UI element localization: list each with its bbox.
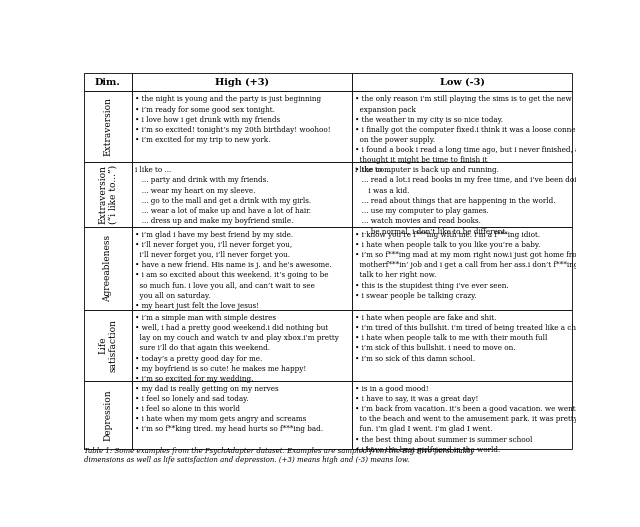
Text: • i’m a simple man with simple desires
• well, i had a pretty good weekend.i did: • i’m a simple man with simple desires •… [134,314,339,383]
Bar [84,227,132,310]
Text: Depression: Depression [103,389,113,441]
Text: • my dad is really getting on my nerves
• i feel so lonely and sad today.
• i fe: • my dad is really getting on my nerves … [134,385,323,433]
Text: • i know you’re f***ing with me. i’m a f***ing idiot.
• i hate when people talk : • i know you’re f***ing with me. i’m a f… [355,231,608,300]
Text: i like to ...
   ... read a lot.i read books in my free time, and i’ve been doin: i like to ... ... read a lot.i read book… [355,167,614,235]
Text: i like to ...
   ... party and drink with my friends.
   ... wear my heart on my: i like to ... ... party and drink with m… [134,167,311,225]
Bar [84,162,132,227]
Text: Agreeableness: Agreeableness [103,235,113,302]
Bar [352,162,572,227]
Text: High (+3): High (+3) [215,78,269,87]
Text: • the only reason i’m still playing the sims is to get the new
  expansion pack
: • the only reason i’m still playing the … [355,95,593,174]
Text: Dim.: Dim. [95,78,121,87]
Bar [132,162,352,227]
Bar [84,73,132,91]
Text: Life
satisfaction: Life satisfaction [98,319,118,372]
Bar [132,91,352,162]
Bar [132,73,352,91]
Text: • is in a good mood!
• i have to say, it was a great day!
• i’m back from vacati: • is in a good mood! • i have to say, it… [355,385,578,454]
Bar [84,381,132,448]
Bar [132,381,352,448]
Bar [132,310,352,381]
Bar [352,91,572,162]
Bar [132,227,352,310]
Text: Low (-3): Low (-3) [440,78,484,87]
Bar [352,73,572,91]
Bar [352,227,572,310]
Text: Table 1: Some examples from the PsychAdapter dataset. Examples are sampled from : Table 1: Some examples from the PsychAda… [84,447,474,464]
Text: • the night is young and the party is just beginning
• i’m ready for some good s: • the night is young and the party is ju… [134,95,330,144]
Text: • i’m glad i have my best friend by my side.
• i’ll never forget you, i’ll never: • i’m glad i have my best friend by my s… [134,231,332,310]
Text: Extraversion
(“i like to...”): Extraversion (“i like to...”) [98,165,118,224]
Bar [352,381,572,448]
Text: Extraversion: Extraversion [103,97,113,157]
Bar [84,310,132,381]
Bar [352,310,572,381]
Bar [84,91,132,162]
Text: • i hate when people are fake and shit.
• i’m tired of this bullshit. i’m tired : • i hate when people are fake and shit. … [355,314,588,363]
